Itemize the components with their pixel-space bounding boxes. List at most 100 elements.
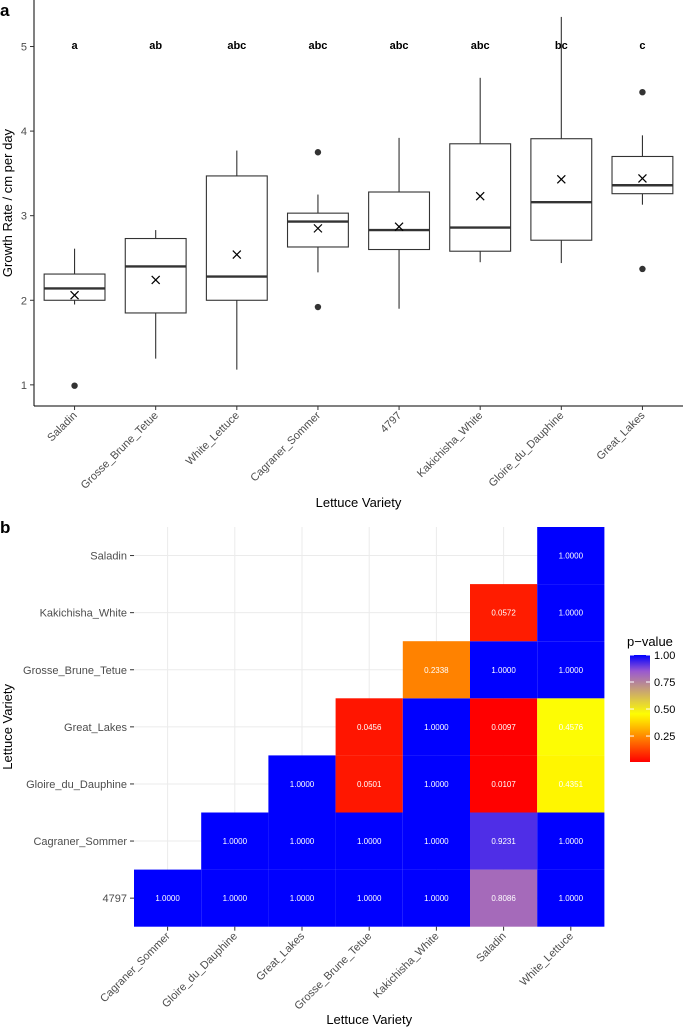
box-White_Lettuce [205,150,268,370]
outlier-point [71,382,78,389]
cell-value-label: 0.0097 [491,723,516,732]
cell-value-label: 0.4576 [559,723,584,732]
mean-marker [475,191,485,201]
box-Great_Lakes [611,88,674,273]
y-tick-label: Grosse_Brune_Tetue [23,665,127,677]
iqr-box [530,138,593,241]
panel-a-label: a [0,1,10,20]
y-tick-label: 2 [21,295,27,307]
cell-value-label: 0.4351 [559,780,584,789]
box-Saladin [43,248,106,389]
x-tick-label: Grosse_Brune_Tetue [292,930,374,1012]
heatmap-cell [470,812,538,870]
x-tick-label: Cagraner_Sommer [98,930,173,1005]
significance-letter: ab [149,40,162,52]
x-tick-label: Saladin [45,410,79,444]
iqr-box [368,191,431,251]
heatmap-cell [268,812,336,870]
significance-letter: a [72,40,79,52]
y-tick-label: Cagraner_Sommer [33,836,127,848]
cell-value-label: 1.0000 [559,837,584,846]
cell-value-label: 1.0000 [223,837,248,846]
y-tick-label: Saladin [90,551,127,563]
y-tick-label: 1 [21,380,27,392]
mean-marker [151,275,161,285]
cell-value-label: 1.0000 [155,894,180,903]
y-axis-title: Lettuce Variety [0,683,15,769]
cell-value-label: 1.0000 [559,894,584,903]
significance-letter: abc [471,40,490,52]
heatmap-cell [537,527,605,585]
mean-marker [638,174,647,183]
heatmap-cell [470,698,538,756]
legend-title: p−value [627,634,673,649]
heatmap-cell [537,869,605,927]
y-tick-label: 3 [21,211,27,223]
cell-value-label: 0.0501 [357,780,382,789]
cell-value-label: 1.0000 [491,666,516,675]
heatmap-cell [402,641,470,699]
cell-value-label: 1.0000 [424,837,449,846]
panel-b-label: b [0,518,10,537]
x-tick-label: Gloire_du_Dauphine [487,410,567,490]
heatmap-cell [537,584,605,642]
heatmap-cell [470,755,538,813]
x-tick-label: Great_Lakes [595,409,648,462]
cell-value-label: 1.0000 [559,552,584,561]
significance-letter: c [639,40,645,52]
legend-colorbar [630,655,650,762]
heatmap-cell [402,869,470,927]
mean-marker [313,223,323,233]
y-tick-label: 4 [21,126,27,138]
mean-marker [70,290,79,300]
cell-value-label: 1.0000 [424,780,449,789]
heatmap-cell [268,755,336,813]
x-tick-label: Cagraner_Sommer [248,409,323,484]
legend-tick-label: 0.25 [654,731,675,743]
heatmap-cell [268,869,336,927]
heatmap-cell [470,641,538,699]
x-tick-label: Kakichisha_White [371,930,441,1000]
outlier-point [639,88,646,96]
mean-marker [394,222,404,232]
box-Kakichisha_White [449,77,512,263]
cell-value-label: 0.8086 [491,894,516,903]
x-tick-label: Kakichisha_White [415,410,485,480]
cell-value-label: 1.0000 [290,894,315,903]
iqr-box [286,212,349,248]
cell-value-label: 1.0000 [424,723,449,732]
cell-value-label: 0.0572 [491,609,516,618]
cell-value-label: 1.0000 [559,666,584,675]
x-tick-label: White_Lettuce [184,410,242,468]
cell-value-label: 1.0000 [424,894,449,903]
heatmap-cell [537,698,605,756]
box-4797 [368,137,431,309]
heatmap-cell [470,869,538,927]
heatmap-cell [201,812,269,870]
x-tick-label: White_Lettuce [518,930,576,988]
outlier-point [314,303,322,311]
heatmap-cell [402,812,470,870]
significance-letter: abc [308,40,327,52]
significance-letter: abc [227,40,246,52]
outlier-point [639,265,646,273]
x-tick-label: Gloire_du_Dauphine [160,930,240,1010]
cell-value-label: 1.0000 [357,837,382,846]
x-tick-label: Grosse_Brune_Tetue [79,410,161,492]
heatmap-cell [537,812,605,870]
legend-tick-label: 0.50 [654,704,675,716]
mean-marker [556,174,566,184]
cell-value-label: 1.0000 [357,894,382,903]
iqr-box [611,155,674,195]
x-axis-title: Lettuce Variety [316,495,402,510]
cell-value-label: 0.2338 [424,666,449,675]
heatmap-cell [537,755,605,813]
y-tick-label: 4797 [103,893,127,905]
cell-value-label: 1.0000 [559,609,584,618]
iqr-box [124,237,187,314]
legend-tick-label: 0.75 [654,677,675,689]
cell-value-label: 1.0000 [223,894,248,903]
cell-value-label: 1.0000 [290,780,315,789]
